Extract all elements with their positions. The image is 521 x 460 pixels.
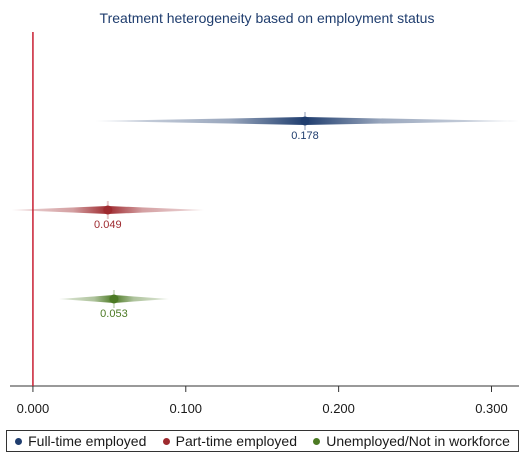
chart-title: Treatment heterogeneity based on employm… xyxy=(100,10,435,26)
legend-item-3: Unemployed/Not in workforce xyxy=(313,433,510,449)
data-label-3: 0.053 xyxy=(100,308,128,320)
point-estimate-3 xyxy=(109,294,119,304)
series-marks: 0.178 0.049 0.053 xyxy=(11,32,519,386)
legend-label: Full-time employed xyxy=(28,433,147,449)
legend-marker xyxy=(313,437,321,445)
legend-label: Unemployed/Not in workforce xyxy=(326,433,510,449)
legend-label: Part-time employed xyxy=(175,433,297,449)
point-estimate-1 xyxy=(300,116,310,126)
x-tick-label: 0.300 xyxy=(475,401,508,416)
legend-item-2: Part-time employed xyxy=(162,433,297,449)
x-tick-label: 0.100 xyxy=(170,401,203,416)
data-label-1: 0.178 xyxy=(291,130,319,142)
legend-marker xyxy=(15,437,23,445)
legend: Full-time employed Part-time employed Unem… xyxy=(6,430,519,452)
point-estimate-2 xyxy=(103,205,113,215)
legend-marker xyxy=(162,437,170,445)
x-tick-label: 0.000 xyxy=(17,401,50,416)
x-tick-label: 0.200 xyxy=(322,401,355,416)
x-axis-ticks: 0.000 0.100 0.200 0.300 xyxy=(17,386,508,416)
data-label-2: 0.049 xyxy=(94,219,122,231)
legend-item-1: Full-time employed xyxy=(15,433,146,449)
